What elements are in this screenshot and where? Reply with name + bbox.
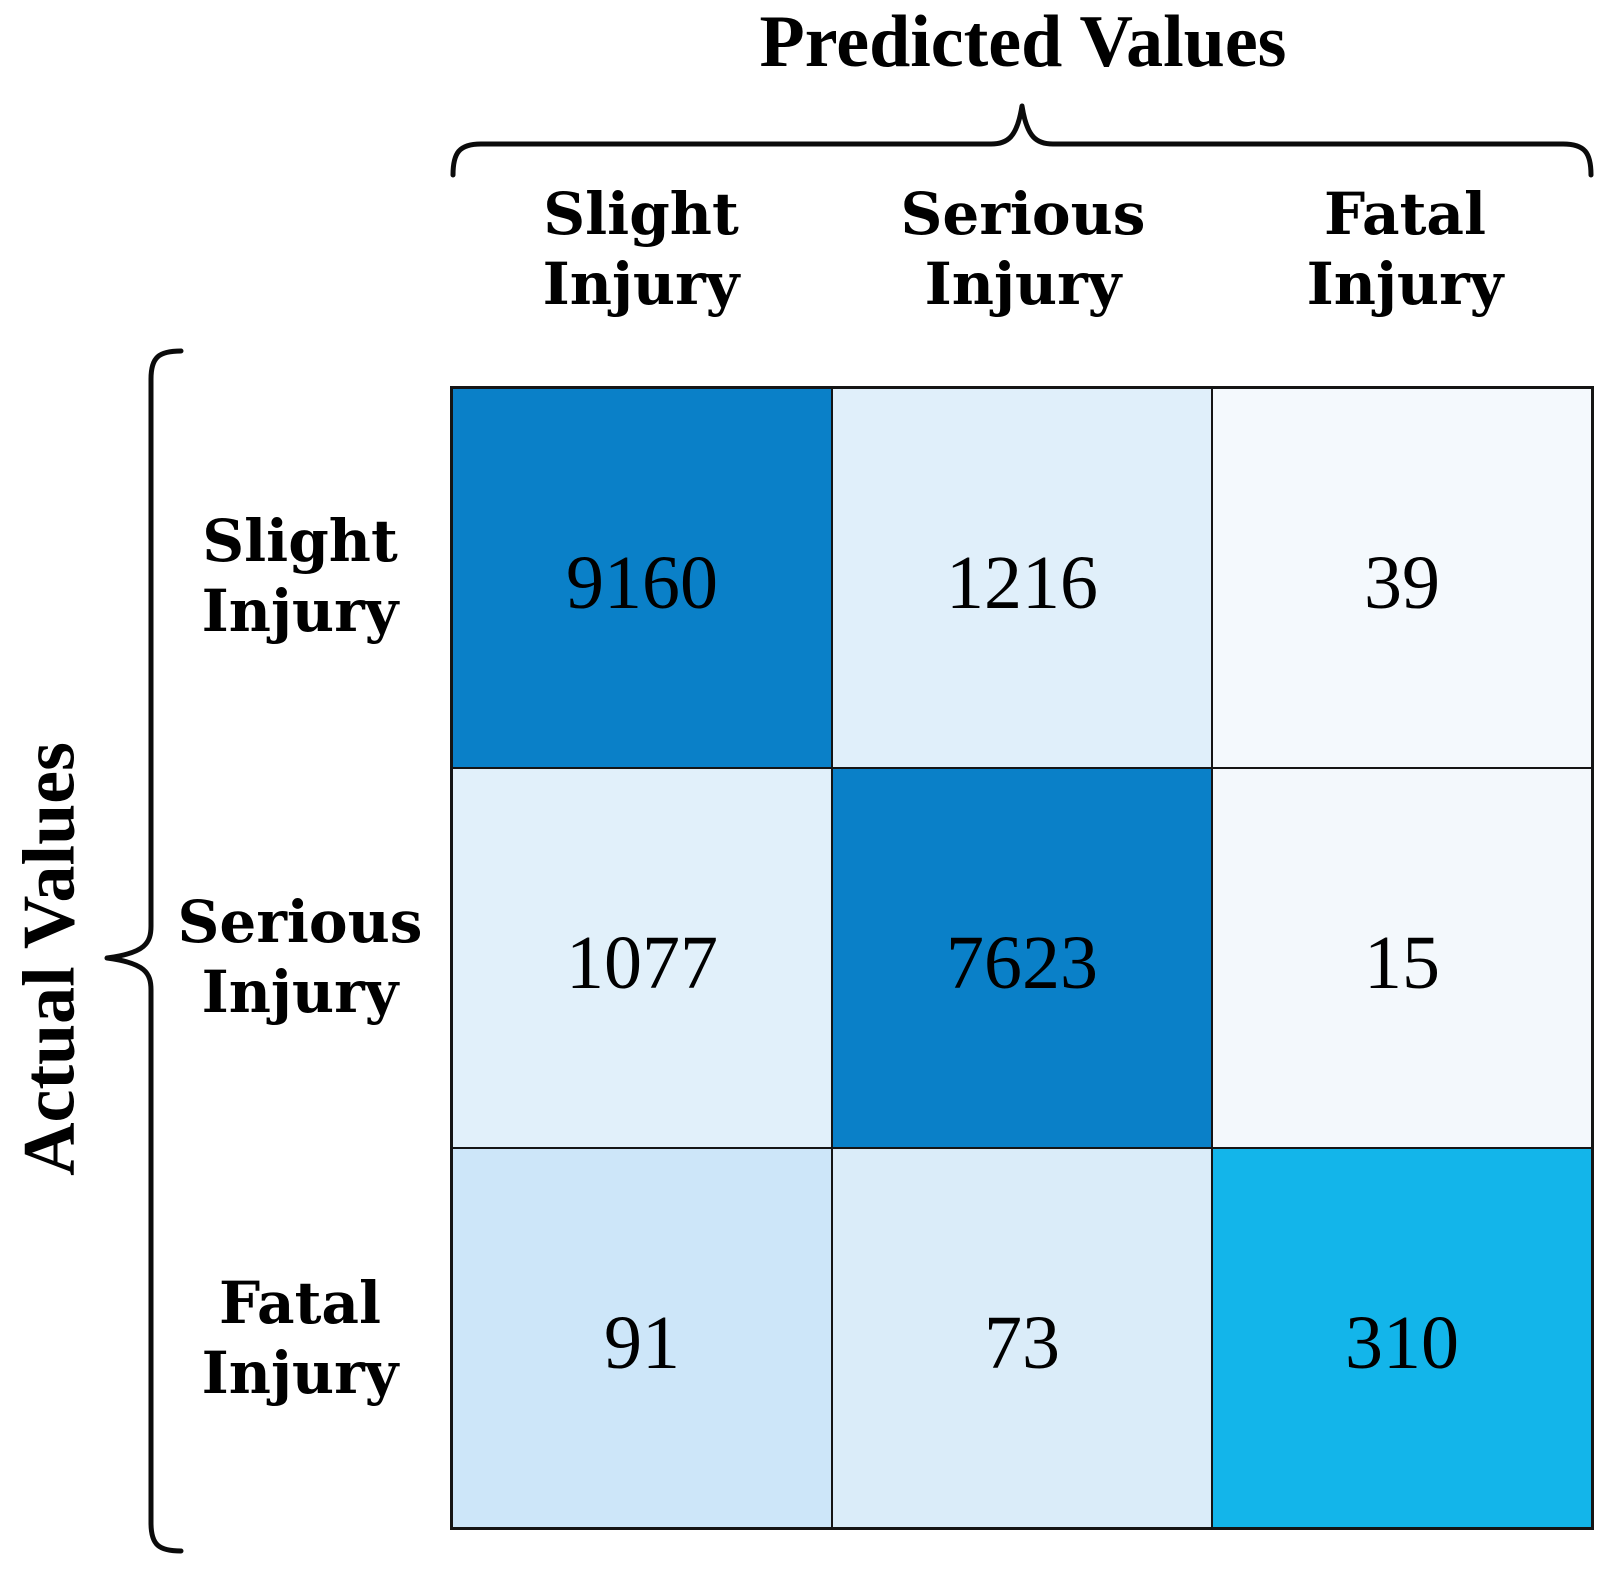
row-header-serious: Serious Injury (160, 767, 440, 1148)
column-header-line: Slight (543, 180, 739, 248)
matrix-cell-r1c1: 7623 (833, 769, 1211, 1147)
column-header-fatal: Fatal Injury (1214, 180, 1596, 319)
column-header-slight: Slight Injury (450, 180, 832, 319)
top-brace-icon (450, 103, 1594, 178)
column-header-line: Injury (924, 249, 1122, 318)
matrix-cell-r2c1: 73 (833, 1149, 1211, 1527)
column-header-line: Fatal (1324, 180, 1486, 248)
column-header-line: Injury (542, 249, 740, 318)
matrix-cell-r0c1: 1216 (833, 389, 1211, 767)
row-header-line: Injury (201, 957, 399, 1026)
actual-values-title: Actual Values (8, 742, 91, 1176)
row-header-line: Fatal (219, 1268, 381, 1337)
matrix-cell-r1c2: 15 (1213, 769, 1591, 1147)
row-header-line: Slight (202, 506, 398, 575)
matrix-cell-r0c0: 9160 (453, 389, 831, 767)
predicted-values-title: Predicted Values (759, 1, 1287, 83)
left-brace-icon (104, 348, 184, 1554)
column-header-line: Injury (1306, 249, 1504, 318)
row-header-line: Injury (201, 576, 399, 645)
row-header-line: Injury (201, 1338, 399, 1407)
column-headers: Slight Injury Serious Injury Fatal Injur… (450, 180, 1596, 319)
row-header-fatal: Fatal Injury (160, 1148, 440, 1529)
matrix-cell-r0c2: 39 (1213, 389, 1591, 767)
column-header-serious: Serious Injury (832, 180, 1214, 319)
row-header-slight: Slight Injury (160, 386, 440, 767)
column-header-line: Serious (900, 180, 1146, 248)
matrix-cell-r2c0: 91 (453, 1149, 831, 1527)
matrix-cell-r2c2: 310 (1213, 1149, 1591, 1527)
confusion-matrix-grid: 9160 1216 39 1077 7623 15 91 73 310 (450, 386, 1594, 1530)
matrix-cell-r1c0: 1077 (453, 769, 831, 1147)
row-header-line: Serious (177, 887, 423, 956)
row-headers: Slight Injury Serious Injury Fatal Injur… (160, 386, 440, 1532)
